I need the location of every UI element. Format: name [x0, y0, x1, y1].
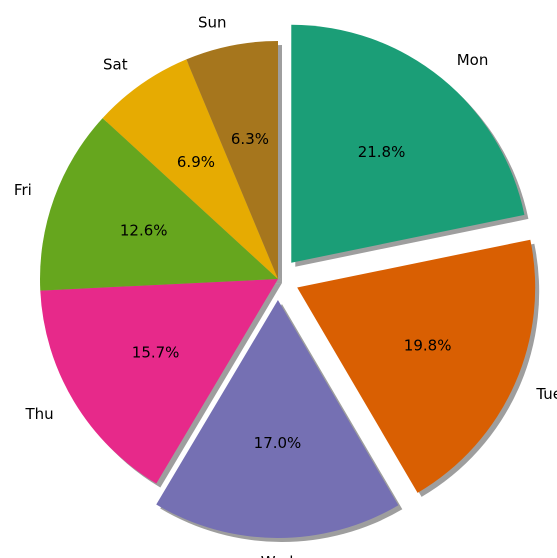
- slice-tue: [297, 239, 536, 493]
- pct-label-sat: 6.9%: [177, 153, 215, 171]
- pct-label-fri: 12.6%: [120, 221, 168, 239]
- pct-label-thu: 15.7%: [132, 344, 180, 362]
- label-sat: Sat: [103, 56, 128, 74]
- slice-wed: [156, 299, 399, 538]
- label-thu: Thu: [24, 405, 53, 423]
- slice-thu: [40, 279, 278, 484]
- slice-labels: Mon 21.8% Tue 19.8% Wed 17.0% Thu 15.7% Fri 12.6%…: [14, 13, 557, 558]
- label-wed: Wed: [261, 553, 294, 558]
- pie-slices: [40, 24, 536, 538]
- pct-label-wed: 17.0%: [254, 434, 302, 452]
- label-fri: Fri: [14, 181, 32, 199]
- pct-label-tue: 19.8%: [404, 337, 452, 355]
- label-tue: Tue: [535, 385, 557, 403]
- pct-label-sun: 6.3%: [231, 130, 269, 148]
- label-mon: Mon: [457, 51, 489, 69]
- pct-label-mon: 21.8%: [358, 143, 406, 161]
- slice-fri: [40, 118, 278, 291]
- label-sun: Sun: [198, 13, 227, 31]
- slice-sat: [102, 59, 279, 279]
- slice-mon: [291, 24, 525, 263]
- slice-sun: [186, 41, 278, 279]
